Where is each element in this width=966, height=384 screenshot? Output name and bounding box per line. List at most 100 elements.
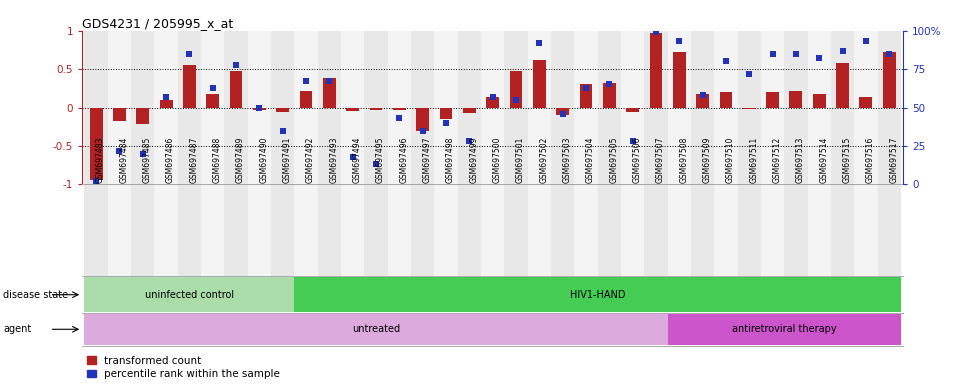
Bar bbox=[411, 184, 435, 276]
Bar bbox=[766, 92, 779, 108]
Bar bbox=[113, 108, 126, 121]
Point bbox=[882, 51, 897, 57]
Text: antiretroviral therapy: antiretroviral therapy bbox=[732, 324, 837, 334]
Bar bbox=[318, 31, 341, 184]
Bar bbox=[253, 108, 266, 110]
Point bbox=[671, 38, 687, 45]
Bar bbox=[784, 184, 808, 276]
Point bbox=[345, 154, 360, 160]
Bar bbox=[481, 184, 504, 276]
Bar bbox=[295, 31, 318, 184]
Bar bbox=[714, 184, 738, 276]
Point bbox=[368, 161, 384, 167]
Bar bbox=[720, 92, 732, 108]
Bar bbox=[295, 277, 901, 312]
Bar bbox=[860, 97, 872, 108]
Bar bbox=[393, 108, 406, 110]
Bar bbox=[230, 71, 242, 108]
Point bbox=[228, 61, 243, 68]
Bar bbox=[481, 31, 504, 184]
Bar bbox=[668, 31, 691, 184]
Point bbox=[788, 51, 804, 57]
Bar bbox=[108, 184, 131, 276]
Bar bbox=[155, 31, 178, 184]
Point bbox=[322, 78, 337, 84]
Bar bbox=[364, 31, 387, 184]
Bar bbox=[738, 184, 761, 276]
Bar bbox=[84, 31, 108, 184]
Bar bbox=[761, 31, 784, 184]
Bar bbox=[644, 31, 668, 184]
Bar bbox=[527, 31, 551, 184]
Bar bbox=[411, 31, 435, 184]
Point bbox=[648, 29, 664, 35]
Bar bbox=[440, 108, 452, 119]
Bar bbox=[556, 108, 569, 115]
Bar bbox=[224, 184, 247, 276]
Bar bbox=[207, 94, 219, 108]
Bar bbox=[603, 83, 615, 108]
Point bbox=[602, 81, 617, 88]
Bar bbox=[84, 184, 108, 276]
Bar bbox=[435, 31, 458, 184]
Point bbox=[182, 51, 197, 57]
Bar bbox=[341, 184, 364, 276]
Bar bbox=[761, 184, 784, 276]
Point bbox=[112, 147, 128, 154]
Point bbox=[439, 120, 454, 126]
Bar bbox=[416, 108, 429, 131]
Bar bbox=[673, 52, 686, 108]
Bar bbox=[738, 31, 761, 184]
Bar bbox=[598, 184, 621, 276]
Text: GDS4231 / 205995_x_at: GDS4231 / 205995_x_at bbox=[82, 17, 234, 30]
Bar bbox=[486, 97, 499, 108]
Bar bbox=[854, 184, 877, 276]
Point bbox=[579, 84, 594, 91]
Text: untreated: untreated bbox=[352, 324, 400, 334]
Bar bbox=[178, 31, 201, 184]
Bar bbox=[504, 184, 527, 276]
Bar bbox=[626, 108, 639, 112]
Bar bbox=[131, 184, 155, 276]
Point bbox=[391, 115, 407, 121]
Bar bbox=[159, 100, 173, 108]
Bar bbox=[458, 31, 481, 184]
Bar bbox=[668, 184, 691, 276]
Bar bbox=[224, 31, 247, 184]
Bar bbox=[387, 31, 411, 184]
Bar bbox=[201, 31, 224, 184]
Point bbox=[811, 55, 827, 61]
Bar bbox=[463, 108, 475, 113]
Bar bbox=[691, 31, 714, 184]
Bar bbox=[318, 184, 341, 276]
Bar bbox=[504, 31, 527, 184]
Point bbox=[742, 71, 757, 77]
Point bbox=[298, 78, 314, 84]
Text: HIV1-HAND: HIV1-HAND bbox=[570, 290, 625, 300]
Text: agent: agent bbox=[3, 324, 31, 334]
Bar bbox=[551, 184, 575, 276]
Bar bbox=[136, 108, 149, 124]
Bar bbox=[364, 184, 387, 276]
Bar bbox=[877, 31, 901, 184]
Bar bbox=[84, 277, 295, 312]
Bar bbox=[84, 314, 668, 345]
Bar bbox=[341, 31, 364, 184]
Bar bbox=[131, 31, 155, 184]
Bar bbox=[387, 184, 411, 276]
Point bbox=[695, 92, 710, 98]
Point bbox=[508, 97, 524, 103]
Bar bbox=[691, 184, 714, 276]
Bar bbox=[247, 31, 271, 184]
Point bbox=[275, 127, 291, 134]
Bar bbox=[346, 108, 359, 111]
Bar bbox=[743, 108, 755, 109]
Text: disease state: disease state bbox=[3, 290, 68, 300]
Bar bbox=[295, 184, 318, 276]
Bar bbox=[808, 184, 831, 276]
Bar bbox=[90, 108, 102, 180]
Point bbox=[835, 48, 850, 54]
Bar bbox=[784, 31, 808, 184]
Bar bbox=[108, 31, 131, 184]
Bar bbox=[178, 184, 201, 276]
